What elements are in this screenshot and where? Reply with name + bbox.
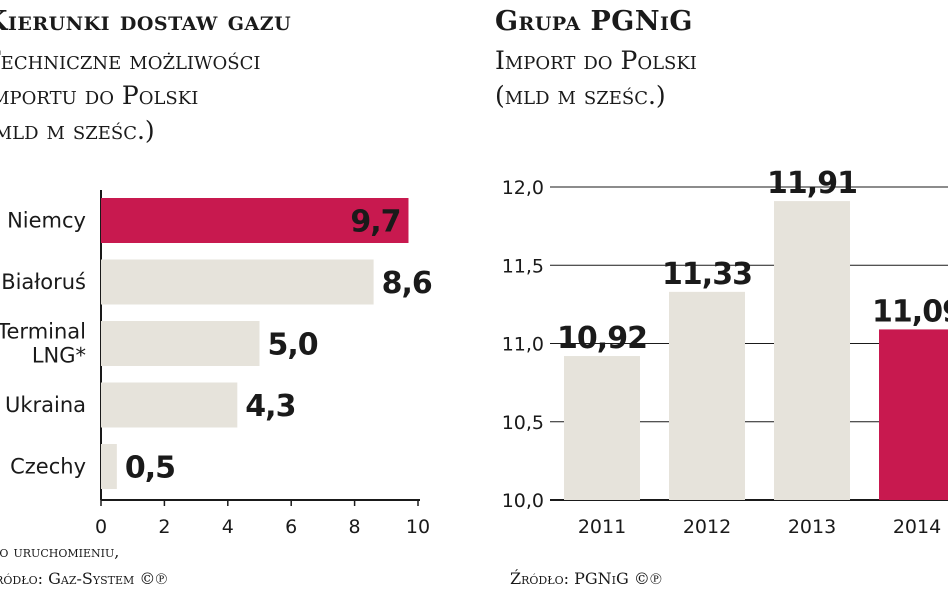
right-chart-footnote: Źródło: PGNiG ©℗ xyxy=(510,565,662,592)
bar xyxy=(101,382,238,428)
bar xyxy=(564,356,640,500)
x-tick-label: 10 xyxy=(406,516,430,538)
x-tick-label: 4 xyxy=(222,516,234,538)
right-subtitle-line-2: (mld m sześc.) xyxy=(495,81,666,110)
left-chart-title: Kierunki dostaw gazu xyxy=(0,6,292,37)
y-tick-label: 12,0 xyxy=(502,177,544,199)
left-subtitle-line-1: Techniczne możliwości xyxy=(0,46,261,75)
data-label: 10,92 xyxy=(557,321,647,356)
x-tick-label: 0 xyxy=(95,516,107,538)
bar xyxy=(101,198,409,243)
category-label: Ukraina xyxy=(5,393,86,417)
data-label: 9,7 xyxy=(350,205,400,240)
right-subtitle-line-1: Import do Polski xyxy=(495,46,697,75)
data-label: 11,09 xyxy=(872,294,948,329)
right-chart-title: Grupa PGNiG xyxy=(495,6,693,37)
bar xyxy=(101,259,374,305)
data-label: 11,91 xyxy=(767,166,857,201)
bar xyxy=(774,201,850,500)
x-tick-label: 2012 xyxy=(683,516,731,538)
bar xyxy=(101,444,117,489)
category-label: Terminal xyxy=(0,320,86,344)
data-label: 5,0 xyxy=(268,328,318,363)
bar xyxy=(879,329,948,500)
x-tick-label: 2013 xyxy=(788,516,836,538)
bar xyxy=(669,291,745,500)
left-chart-footnote: *po uruchomieniu, Źródło: Gaz-System ©℗ xyxy=(0,538,168,592)
right-footnote-line-1: Źródło: PGNiG ©℗ xyxy=(510,569,663,588)
y-tick-label: 11,5 xyxy=(502,255,544,277)
left-subtitle-line-3: (mld m sześc.) xyxy=(0,116,155,145)
x-tick-label: 2 xyxy=(158,516,170,538)
left-footnote-line-1: *po uruchomieniu, xyxy=(0,542,120,561)
x-tick-label: 8 xyxy=(349,516,361,538)
y-tick-label: 10,5 xyxy=(502,412,544,434)
x-tick-label: 2011 xyxy=(578,516,626,538)
y-tick-label: 10,0 xyxy=(502,490,544,512)
x-tick-label: 6 xyxy=(285,516,297,538)
category-label: Białoruś xyxy=(1,270,86,294)
category-label: LNG* xyxy=(32,344,86,368)
right-chart-subtitle: Import do Polski (mld m sześc.) xyxy=(495,43,697,113)
data-label: 0,5 xyxy=(125,451,175,486)
left-footnote-line-2: Źródło: Gaz-System ©℗ xyxy=(0,569,168,588)
y-tick-label: 11,0 xyxy=(502,334,544,356)
bar xyxy=(101,321,260,366)
data-label: 11,33 xyxy=(662,257,752,292)
x-tick-label: 2014 xyxy=(893,516,941,538)
data-label: 4,3 xyxy=(245,389,295,424)
category-label: Czechy xyxy=(10,455,86,479)
data-label: 8,6 xyxy=(382,266,432,301)
left-subtitle-line-2: importu do Polski xyxy=(0,81,199,110)
pgnig-import-chart: Grupa PGNiG Import do Polski (mld m sześ… xyxy=(470,0,948,593)
category-label: Niemcy xyxy=(7,209,86,233)
gas-supply-directions-chart: Kierunki dostaw gazu Techniczne możliwoś… xyxy=(0,0,470,593)
vertical-bar-chart: 10,0 10,5 11,0 11,5 12,0 10,92 2011 11,33 2012 11… xyxy=(502,166,948,538)
left-chart-subtitle: Techniczne możliwości importu do Polski … xyxy=(0,43,261,148)
